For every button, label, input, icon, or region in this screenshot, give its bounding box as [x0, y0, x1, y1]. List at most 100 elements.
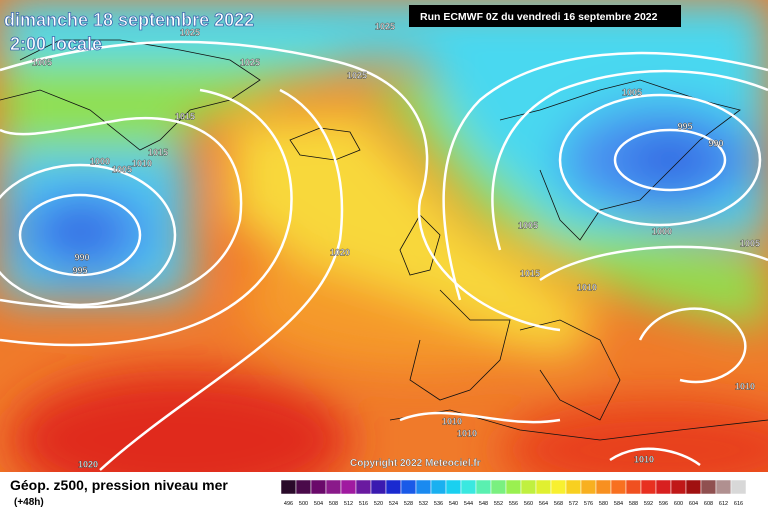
isobar-label: 1010: [735, 381, 755, 391]
isobar-label: 1010: [577, 282, 597, 292]
scale-label: 612: [719, 501, 728, 507]
map-title: dimanche 18 septembre 2022: [4, 10, 254, 30]
isobar-label: 1025: [347, 70, 367, 80]
isobar-label: 1015: [148, 147, 168, 157]
scale-swatch: [370, 479, 387, 495]
run-info: Run ECMWF 0Z du vendredi 16 septembre 20…: [420, 11, 658, 23]
scale-swatch: [625, 479, 642, 495]
scale-swatch: [415, 479, 432, 495]
scale-swatch: [565, 479, 582, 495]
scale-label: 524: [389, 501, 398, 507]
scale-swatch: [475, 479, 492, 495]
scale-swatch: [490, 479, 507, 495]
isobar-label: 1025: [240, 57, 260, 67]
isobar-label: 1000: [652, 226, 672, 236]
scale-swatch: [595, 479, 612, 495]
scale-swatch: [535, 479, 552, 495]
isobar-label: 1005: [622, 87, 642, 97]
scale-label: 548: [479, 501, 488, 507]
scale-label: 604: [689, 501, 698, 507]
scale-swatch: [655, 479, 672, 495]
scale-label: 520: [374, 501, 383, 507]
scale-label: 608: [704, 501, 713, 507]
scale-label: 584: [614, 501, 623, 507]
isobar-label: 1025: [180, 27, 200, 37]
scale-label: 600: [674, 501, 683, 507]
isobar-label: 1010: [634, 454, 654, 464]
scale-swatch: [325, 479, 342, 495]
scale-label: 544: [464, 501, 473, 507]
scale-swatch: [715, 479, 732, 495]
scale-label: 528: [404, 501, 413, 507]
scale-swatch: [430, 479, 447, 495]
scale-label: 564: [539, 501, 548, 507]
scale-label: 552: [494, 501, 503, 507]
run-box: [409, 5, 681, 27]
scale-swatch: [460, 479, 477, 495]
scale-swatch: [700, 479, 717, 495]
isobar-label: 1010: [457, 428, 477, 438]
legend-title: Géop. z500, pression niveau mer: [10, 477, 228, 493]
scale-label: 560: [524, 501, 533, 507]
scale-swatch: [520, 479, 537, 495]
scale-swatch: [310, 479, 327, 495]
scale-swatch: [385, 479, 402, 495]
scale-label: 588: [629, 501, 638, 507]
scale-swatch: [445, 479, 462, 495]
isobar-label: 1010: [442, 416, 462, 426]
scale-swatch: [400, 479, 417, 495]
isobar-label: 1025: [375, 21, 395, 31]
scale-label: 512: [344, 501, 353, 507]
scale-label: 580: [599, 501, 608, 507]
isobar-label: 995: [72, 265, 87, 275]
isobar-label: 990: [708, 138, 723, 148]
scale-swatch: [355, 479, 372, 495]
isobar-label: 995: [677, 121, 692, 131]
copyright: Copyright 2022 Meteociel.fr: [350, 458, 481, 469]
scale-label: 568: [554, 501, 563, 507]
scale-swatch: [670, 479, 687, 495]
map-time: 2:00 locale: [10, 34, 102, 54]
color-scale: 496 500 504 508 512 516 520 524 528 532 536 540 544 5…: [280, 479, 747, 507]
isobar-label: 1005: [32, 57, 52, 67]
scale-label: 556: [509, 501, 518, 507]
scale-swatch: [580, 479, 597, 495]
isobar-label: 1015: [175, 111, 195, 121]
lead-time: (+48h): [14, 497, 44, 508]
scale-label: 532: [419, 501, 428, 507]
scale-label: 592: [644, 501, 653, 507]
isobar-label: 1005: [112, 164, 132, 174]
scale-label: 536: [434, 501, 443, 507]
scale-label: 576: [584, 501, 593, 507]
scale-label: 496: [284, 501, 293, 507]
isobar-label: 1015: [520, 268, 540, 278]
scale-swatch: [730, 479, 747, 495]
scale-label: 516: [359, 501, 368, 507]
scale-label: 572: [569, 501, 578, 507]
isobar-label: 1000: [90, 156, 110, 166]
isobar-label: 1020: [330, 247, 350, 257]
scale-swatch: [550, 479, 567, 495]
isobar-label: 1005: [740, 238, 760, 248]
isobar-label: 1020: [78, 459, 98, 469]
scale-swatch: [295, 479, 312, 495]
scale-label: 596: [659, 501, 668, 507]
scale-swatch: [505, 479, 522, 495]
isobar-label: 990: [74, 252, 89, 262]
scale-swatch: [340, 479, 357, 495]
scale-swatch: [685, 479, 702, 495]
scale-label: 504: [314, 501, 323, 507]
scale-label: 508: [329, 501, 338, 507]
scale-label: 500: [299, 501, 308, 507]
scale-label: 540: [449, 501, 458, 507]
isobar-label: 1010: [132, 158, 152, 168]
isobars: [0, 40, 768, 471]
scale-label: 616: [734, 501, 743, 507]
scale-swatch: [640, 479, 657, 495]
scale-swatch: [280, 479, 297, 495]
scale-swatch: [610, 479, 627, 495]
isobar-label: 1005: [518, 220, 538, 230]
